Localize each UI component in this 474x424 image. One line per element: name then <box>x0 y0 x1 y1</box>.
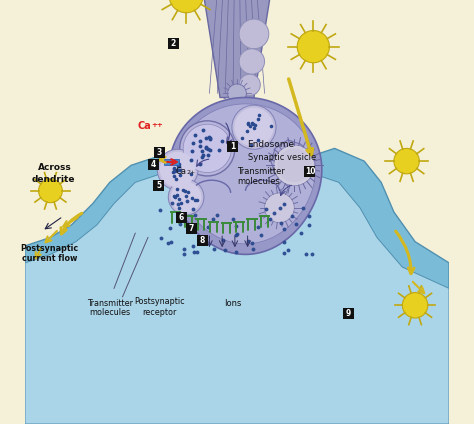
Text: 2: 2 <box>171 39 176 48</box>
Circle shape <box>274 145 315 186</box>
Text: molecules: molecules <box>89 308 130 318</box>
Polygon shape <box>169 98 322 254</box>
Text: 5: 5 <box>156 181 161 190</box>
Polygon shape <box>175 104 315 244</box>
Circle shape <box>168 179 204 215</box>
Text: ++: ++ <box>152 122 164 128</box>
Text: 4: 4 <box>151 160 156 170</box>
Text: 1: 1 <box>230 142 236 151</box>
Text: Across: Across <box>38 163 72 172</box>
Circle shape <box>180 121 235 176</box>
Circle shape <box>169 0 203 13</box>
Text: 8: 8 <box>200 236 205 245</box>
Circle shape <box>394 148 419 174</box>
Text: Transmitter: Transmitter <box>237 167 285 176</box>
FancyBboxPatch shape <box>175 212 187 223</box>
Circle shape <box>228 84 246 103</box>
Text: current flow: current flow <box>22 254 77 263</box>
Circle shape <box>171 182 201 212</box>
Text: 2+: 2+ <box>187 170 196 175</box>
Circle shape <box>277 148 311 182</box>
Circle shape <box>232 105 276 149</box>
FancyBboxPatch shape <box>197 235 208 246</box>
Polygon shape <box>25 148 449 424</box>
Circle shape <box>239 74 260 95</box>
Circle shape <box>402 293 428 318</box>
Text: 10: 10 <box>305 167 315 176</box>
Polygon shape <box>271 140 309 187</box>
Polygon shape <box>203 0 271 98</box>
Text: Synaptic vesicle: Synaptic vesicle <box>247 153 316 162</box>
Text: Postsynaptic: Postsynaptic <box>20 243 79 253</box>
Text: Endosome: Endosome <box>247 139 295 149</box>
FancyBboxPatch shape <box>153 180 164 191</box>
Text: dendrite: dendrite <box>32 175 75 184</box>
Text: receptor: receptor <box>143 307 177 317</box>
FancyBboxPatch shape <box>186 223 197 234</box>
FancyBboxPatch shape <box>227 141 238 152</box>
FancyBboxPatch shape <box>304 166 315 177</box>
Text: Ions: Ions <box>224 298 241 308</box>
Circle shape <box>264 193 294 223</box>
Circle shape <box>38 179 62 203</box>
Text: 7: 7 <box>189 223 194 233</box>
Circle shape <box>183 124 231 173</box>
Circle shape <box>157 149 198 190</box>
Text: Ca: Ca <box>137 121 151 131</box>
Text: Postsynaptic: Postsynaptic <box>135 297 185 307</box>
FancyBboxPatch shape <box>343 308 354 319</box>
Text: 9: 9 <box>346 309 351 318</box>
Text: molecules: molecules <box>237 177 280 186</box>
Circle shape <box>239 19 269 49</box>
Text: Ca: Ca <box>175 167 187 176</box>
FancyBboxPatch shape <box>154 147 165 158</box>
Polygon shape <box>25 174 449 424</box>
Text: Transmitter: Transmitter <box>87 298 133 308</box>
Circle shape <box>297 31 329 63</box>
Text: 6: 6 <box>178 212 183 222</box>
FancyBboxPatch shape <box>148 159 159 170</box>
Circle shape <box>160 152 195 187</box>
Circle shape <box>239 49 264 74</box>
Bar <box>164 159 179 165</box>
Text: 3: 3 <box>157 148 162 157</box>
Circle shape <box>235 108 273 147</box>
FancyBboxPatch shape <box>168 38 179 49</box>
